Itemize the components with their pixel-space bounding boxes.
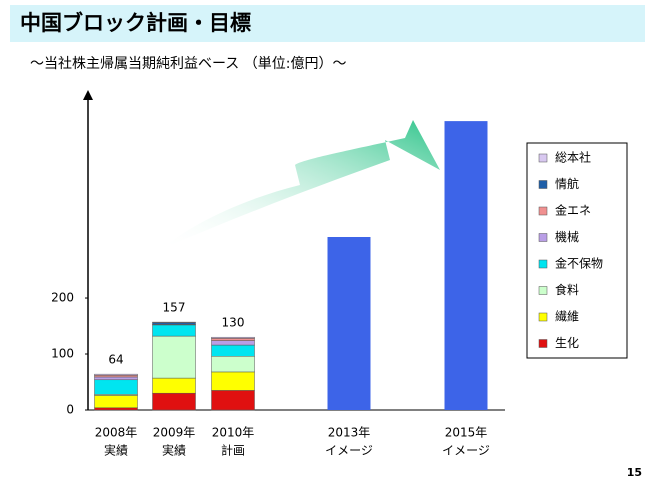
bar-segment [211,336,255,339]
x-tick-label: 実績 [162,443,186,458]
target-bar [327,237,371,410]
bar-segment [152,377,196,394]
y-tick-label: 0 [66,403,74,417]
bar-segment [211,390,255,411]
bar-segment [94,407,138,411]
bar-segment [94,379,138,395]
legend-label: 生化 [555,336,579,350]
total-label: 157 [163,301,186,315]
title-bar [10,5,645,42]
legend [526,142,628,359]
y-tick-label: 100 [51,347,74,361]
y-tick-label: 200 [51,291,74,305]
x-tick-label: 2015年 [445,426,488,440]
legend-label: 情航 [555,176,579,191]
bar-segment [211,371,255,391]
growth-arrow [160,120,440,250]
bar-segment [94,395,138,409]
bar-segment [211,344,255,357]
x-tick-label: イメージ [442,444,490,458]
bar-segment [152,324,196,337]
target-bar [444,121,488,411]
bar-segment [152,335,196,379]
page-number: 15 [627,466,642,479]
legend-swatch [538,180,548,189]
bar-segment [94,376,138,381]
legend-swatch [538,206,548,216]
legend-label: 繊維 [555,310,579,324]
x-tick-label: 2008年 [95,426,138,440]
bar-segment [94,373,138,376]
x-tick-label: 実績 [104,443,128,458]
legend-label: 金不保物 [555,256,603,271]
x-tick-label: 2009年 [153,426,196,440]
legend-label: 食料 [555,282,579,297]
legend-swatch [538,339,548,348]
legend-swatch [538,312,548,322]
subtitle: ～当社株主帰属当期純利益ベース （単位:億円）～ [30,55,346,72]
bar-segment [94,375,138,378]
bar-segment [152,321,196,323]
x-tick-label: イメージ [325,444,373,458]
legend-swatch [538,259,548,269]
legend-swatch [538,286,548,295]
total-label: 64 [108,353,123,367]
title: 中国ブロック計画・目標 [20,11,251,35]
bar-segment [211,338,255,341]
bar-segment [152,392,196,411]
total-label: 130 [222,316,245,330]
legend-label: 機械 [555,229,579,244]
bar-segment [152,322,196,325]
bar-segment [211,356,255,373]
x-tick-label: 計画 [221,443,245,458]
bar-segment [211,340,255,346]
x-tick-label: 2013年 [328,426,371,440]
legend-label: 総本社 [555,150,591,165]
legend-label: 金エネ [555,203,591,218]
y-axis-arrow [83,90,93,100]
legend-swatch [538,233,548,242]
legend-swatch [538,153,548,163]
x-tick-label: 2010年 [212,426,255,440]
